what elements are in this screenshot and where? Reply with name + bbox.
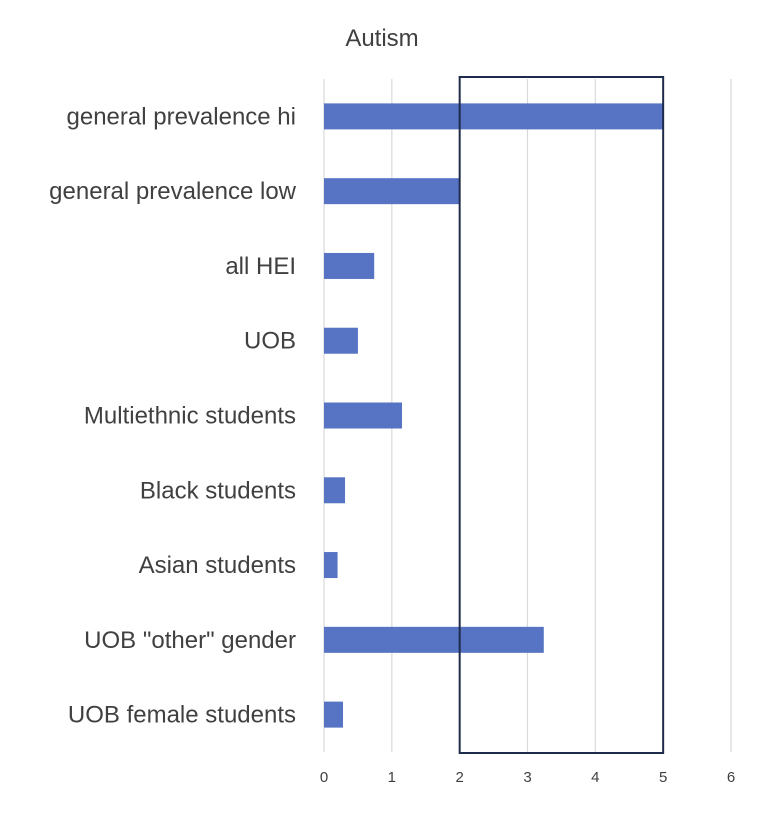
category-label-6: Asian students (139, 552, 296, 579)
bar-6 (324, 552, 338, 579)
x-tick-label-0: 0 (320, 769, 328, 786)
category-label-4: Multiethnic students (84, 403, 296, 430)
bar-0 (324, 103, 664, 130)
bar-3 (324, 327, 358, 354)
bar-layer (324, 103, 664, 728)
highlight-layer (458, 76, 665, 754)
category-label-5: Black students (140, 477, 296, 504)
bar-7 (324, 626, 544, 653)
x-tick-label-4: 4 (591, 769, 599, 786)
category-label-7: UOB "other" gender (84, 627, 296, 654)
chart-title: Autism (345, 25, 418, 52)
bar-5 (324, 477, 346, 504)
x-tick-label-3: 3 (523, 769, 531, 786)
bar-4 (324, 402, 403, 429)
category-labels: general prevalence hi general prevalence … (49, 103, 296, 728)
category-label-8: UOB female students (68, 702, 296, 729)
bar-1 (324, 178, 460, 205)
x-tick-label-1: 1 (388, 769, 396, 786)
category-label-2: all HEI (225, 253, 296, 280)
x-tick-label-5: 5 (659, 769, 667, 786)
highlight-box (458, 76, 665, 754)
category-label-0: general prevalence hi (67, 103, 297, 130)
bar-8 (324, 701, 343, 728)
category-label-3: UOB (244, 328, 296, 355)
x-tick-label-6: 6 (727, 769, 735, 786)
bar-2 (324, 252, 375, 279)
x-axis-ticks: 0 1 2 3 4 5 6 (320, 769, 735, 786)
category-label-1: general prevalence low (49, 178, 296, 205)
x-tick-label-2: 2 (455, 769, 463, 786)
